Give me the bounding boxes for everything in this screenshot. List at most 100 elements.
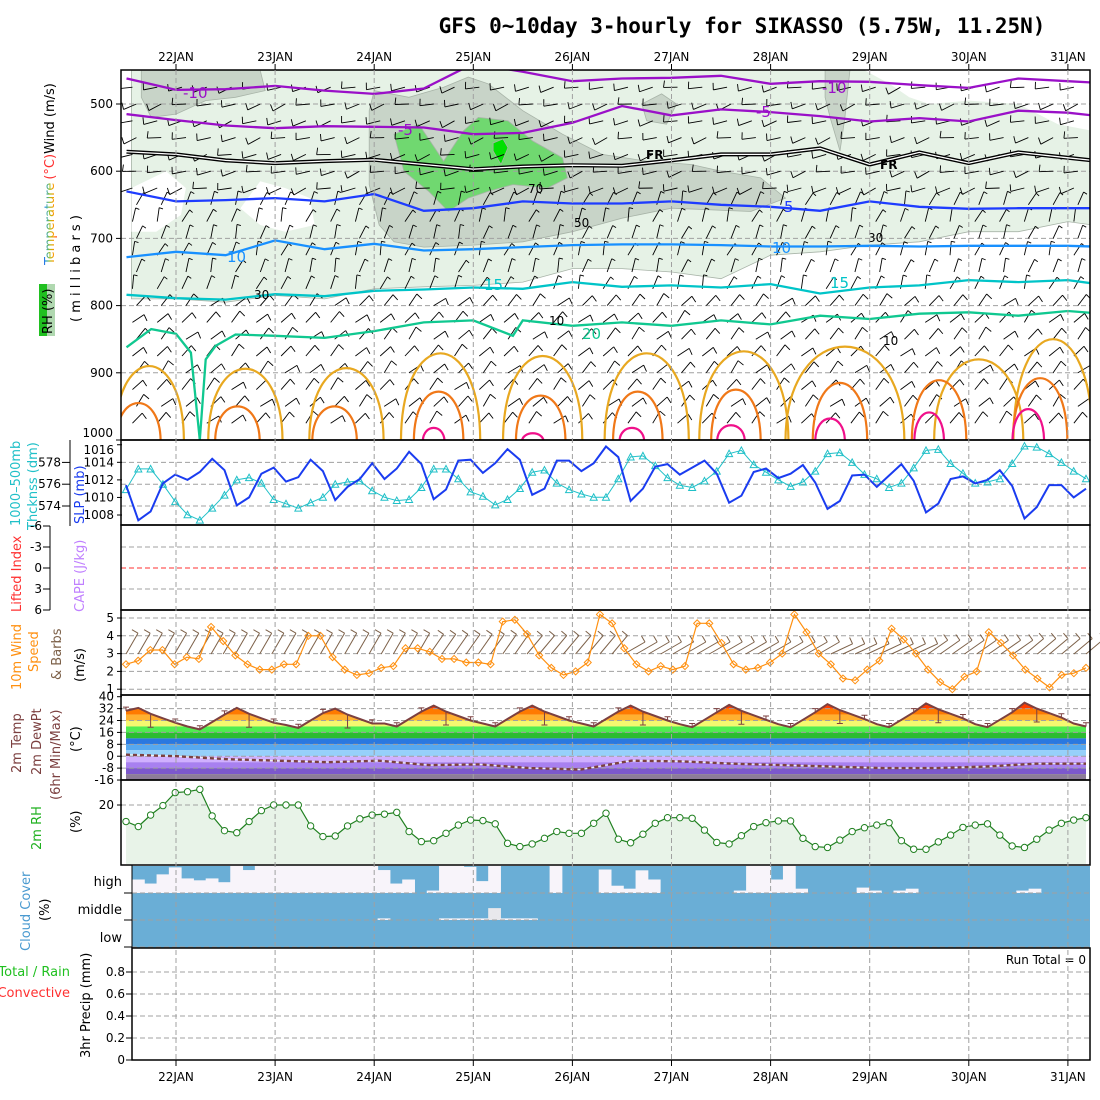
barb-tick xyxy=(835,412,841,419)
day-label-bottom: 29JAN xyxy=(852,1070,888,1084)
wind-barb xyxy=(330,208,341,222)
rh2m-point xyxy=(269,801,278,809)
wind-barb xyxy=(800,241,809,256)
barb-tick xyxy=(365,117,368,125)
barb-staff xyxy=(490,634,505,655)
barb-staff xyxy=(705,258,712,273)
barb-staff xyxy=(444,137,459,142)
barb-tick xyxy=(437,377,444,384)
wind-barb xyxy=(829,398,846,407)
barb-staff xyxy=(684,641,707,655)
wind-barb xyxy=(295,132,310,141)
wind-barb xyxy=(365,117,381,125)
barb-staff xyxy=(379,346,391,357)
barb-staff xyxy=(709,641,731,655)
barb-staff xyxy=(541,154,554,162)
wind-barb xyxy=(935,186,951,194)
thickness-point xyxy=(466,487,475,496)
rh-label: RH (%) xyxy=(41,289,56,334)
barb-tick xyxy=(589,347,594,355)
wind-speed-point xyxy=(1021,665,1030,674)
day-label-top: 23JAN xyxy=(257,50,293,64)
wind-barb xyxy=(1003,330,1019,340)
rh-contour-label-30: 30 xyxy=(868,231,883,245)
barb-staff xyxy=(999,242,1006,256)
wind-barb xyxy=(691,102,707,110)
barb-staff xyxy=(1052,360,1062,374)
barb-staff xyxy=(235,190,239,205)
barb-tick xyxy=(1038,295,1043,303)
barb-tick xyxy=(313,191,318,194)
barb-staff xyxy=(924,207,930,222)
barb-staff xyxy=(776,209,784,222)
cloud-bar-high xyxy=(389,883,403,893)
barb-tick xyxy=(567,136,571,144)
cloud-bar-high xyxy=(365,866,379,893)
barb-tick xyxy=(382,207,387,210)
barb-tick xyxy=(235,241,240,245)
barb-staff xyxy=(197,170,211,176)
barb-tick xyxy=(613,313,619,321)
wind-barb xyxy=(811,185,827,194)
wind-barb xyxy=(978,224,987,239)
barb-tick xyxy=(270,104,274,112)
barb-tick xyxy=(513,188,518,195)
barb-staff xyxy=(330,208,338,222)
wind-barb xyxy=(563,81,579,89)
wind-barb xyxy=(1024,413,1039,424)
barb-tick xyxy=(217,148,219,156)
rh2m-point xyxy=(343,822,352,830)
isotherm-35 xyxy=(618,426,646,440)
barb-staff xyxy=(380,632,394,655)
barb-staff xyxy=(939,639,961,655)
barb-tick xyxy=(759,224,764,228)
barb-staff xyxy=(577,241,582,256)
barb-staff xyxy=(1003,224,1007,239)
barb-tick xyxy=(159,207,164,210)
isotherm-25 xyxy=(308,367,385,440)
barb-tick xyxy=(837,360,844,367)
barb-staff xyxy=(741,170,756,175)
barb-tick xyxy=(459,241,464,245)
barb-staff xyxy=(656,363,669,374)
barb-staff xyxy=(745,641,767,655)
barb-staff xyxy=(540,86,554,93)
barb-staff xyxy=(528,242,536,256)
wind-barb xyxy=(383,294,399,306)
barb-tick xyxy=(1034,380,1040,388)
barb-staff xyxy=(379,313,392,323)
isotherm-30 xyxy=(412,390,465,440)
barb-staff xyxy=(989,103,1004,107)
barb-tick xyxy=(1061,327,1067,334)
wind-barb xyxy=(1048,276,1061,290)
rh2m-point xyxy=(700,826,709,834)
wind-barb xyxy=(528,275,539,289)
wind-barb xyxy=(1027,225,1039,239)
wind-barb xyxy=(171,166,187,175)
barb-tick xyxy=(958,412,964,419)
thickness-point xyxy=(773,475,783,484)
wind-barb xyxy=(766,133,781,141)
barb-tick xyxy=(984,85,987,93)
rh2m-point xyxy=(417,837,426,846)
wind-barb xyxy=(132,314,148,323)
barb-tick xyxy=(165,258,170,261)
barb-tick xyxy=(1075,632,1081,639)
barb-tick xyxy=(197,364,201,372)
barb-tick xyxy=(239,310,246,317)
barb-staff xyxy=(602,207,607,222)
barb-staff xyxy=(465,120,480,124)
wind-speed-point xyxy=(255,665,264,674)
barb-tick xyxy=(815,137,819,145)
wind-barb xyxy=(780,330,796,340)
barb-staff xyxy=(132,241,136,256)
barb-staff xyxy=(557,330,570,340)
rh2m-label: 2m RH xyxy=(30,806,45,850)
barb-tick xyxy=(934,637,939,645)
wind-barb xyxy=(532,257,540,273)
barb-staff xyxy=(652,311,663,323)
barb-staff xyxy=(259,327,270,340)
barb-tick xyxy=(1082,411,1088,418)
minmax-label: (6hr Min/Max) xyxy=(49,710,64,800)
wind-barb xyxy=(1073,276,1085,290)
